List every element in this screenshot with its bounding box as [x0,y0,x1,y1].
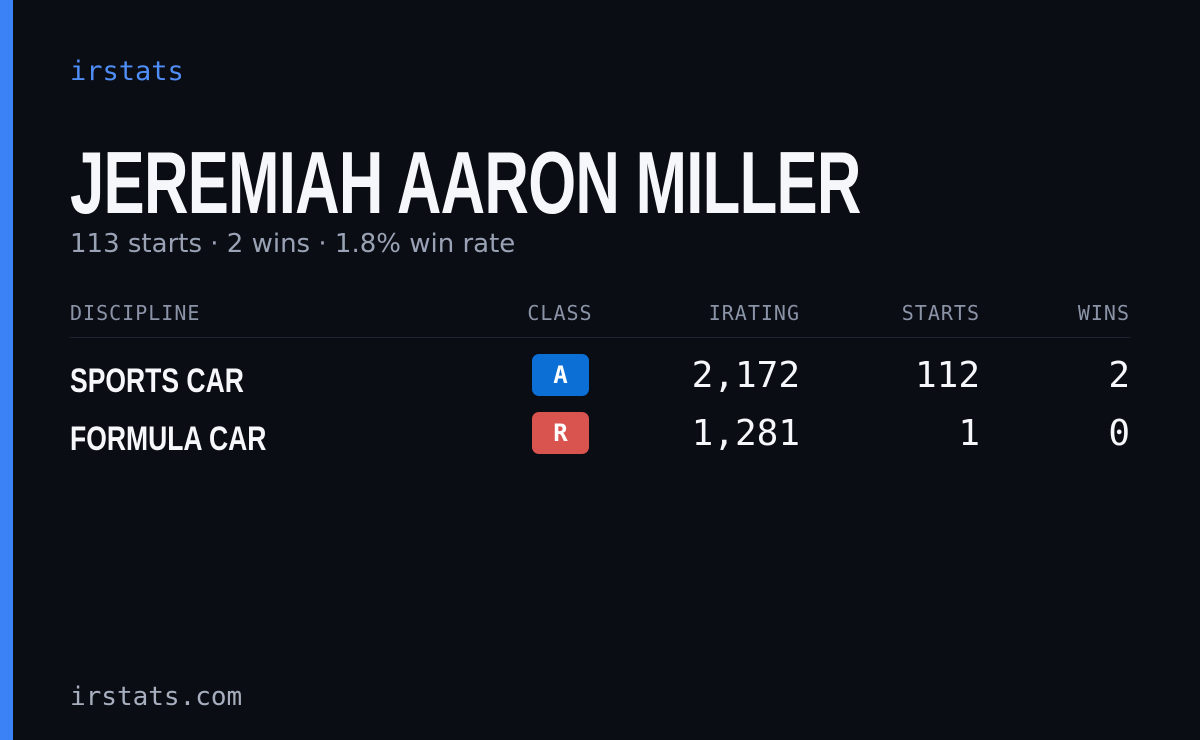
discipline: FORMULA CAR [70,420,267,458]
brand: irstats [70,56,184,87]
divider [70,337,1130,338]
class-badge: A [532,354,589,396]
wins: 2 [1108,355,1130,396]
accent-bar [0,0,13,740]
column-header: CLASS [527,301,593,325]
column-header: IRATING [708,301,800,325]
column-header: WINS [1077,301,1130,325]
wins: 0 [1108,413,1130,454]
driver-name: JEREMIAH AARON MILLER [70,133,861,232]
column-header: DISCIPLINE [70,301,201,325]
irating: 1,281 [691,413,800,454]
summary: 113 starts · 2 wins · 1.8% win rate [70,229,516,259]
column-header: STARTS [901,301,980,325]
discipline: SPORTS CAR [70,362,244,400]
starts: 112 [914,355,980,396]
class-badge: R [532,412,589,454]
starts: 1 [958,413,980,454]
irating: 2,172 [691,355,800,396]
footer-url: irstats.com [70,682,243,712]
